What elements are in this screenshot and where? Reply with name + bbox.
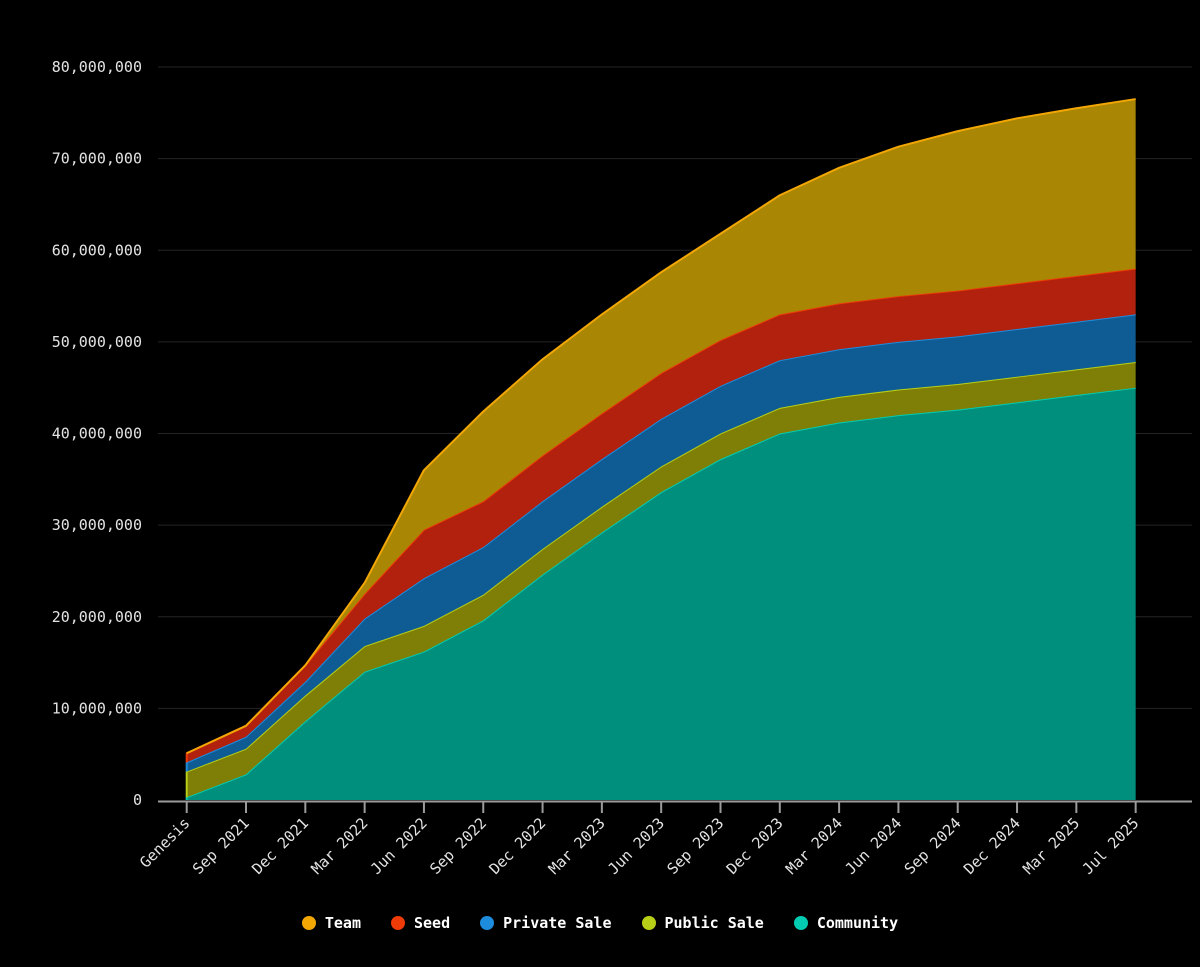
- y-tick-label: 80,000,000: [52, 58, 142, 76]
- area-seed[interactable]: [186, 268, 1136, 763]
- x-tick-label: Dec 2021: [248, 814, 312, 878]
- y-tick-label: 40,000,000: [52, 425, 142, 443]
- legend-label: Team: [324, 914, 361, 932]
- x-tick-label: Jun 2023: [604, 814, 668, 878]
- legend-dot-seed: [391, 916, 405, 930]
- legend-label: Public Sale: [664, 914, 764, 932]
- x-tick-label: Dec 2023: [723, 814, 787, 878]
- x-tick-label: Jun 2024: [841, 814, 905, 878]
- x-tick-label: Mar 2023: [545, 814, 609, 878]
- x-tick-label: Mar 2022: [308, 814, 372, 878]
- legend-dot-community: [793, 916, 808, 930]
- legend-label: Private Sale: [503, 914, 612, 932]
- y-tick-label: 30,000,000: [52, 516, 142, 534]
- area-community[interactable]: [186, 387, 1136, 800]
- area-private-sale[interactable]: [186, 314, 1136, 772]
- legend-label: Community: [816, 914, 899, 932]
- line-private-sale: [185, 313, 1136, 772]
- x-tick-label: Genesis: [136, 814, 193, 871]
- legend-label: Seed: [414, 914, 451, 932]
- legend-dot-team: [301, 916, 316, 930]
- y-tick-label: 0: [133, 791, 142, 809]
- legend-dot-private-sale: [480, 916, 495, 930]
- x-tick-label: Sep 2024: [901, 814, 965, 878]
- legend-item-team[interactable]: Team: [301, 914, 361, 932]
- chart-legend: Team Seed Private Sale Public Sale Community: [0, 914, 1200, 932]
- legend-item-seed[interactable]: Seed: [391, 914, 450, 932]
- x-tick-label: Sep 2021: [189, 814, 253, 878]
- x-tick-label: Sep 2022: [426, 814, 490, 878]
- legend-item-private-sale[interactable]: Private Sale: [480, 914, 612, 932]
- x-tick-label: Jul 2025: [1079, 814, 1143, 878]
- x-tick-label: Mar 2024: [782, 814, 846, 878]
- legend-item-community[interactable]: Community: [793, 914, 899, 932]
- y-tick-label: 10,000,000: [52, 699, 142, 717]
- y-tick-label: 70,000,000: [52, 150, 142, 168]
- y-tick-label: 20,000,000: [52, 608, 142, 626]
- line-team: [186, 98, 1136, 755]
- legend-item-public-sale[interactable]: Public Sale: [641, 914, 764, 932]
- x-tick-label: Mar 2025: [1019, 814, 1083, 878]
- legend-dot-public-sale: [641, 916, 656, 930]
- x-tick-label: Dec 2022: [486, 814, 550, 878]
- y-tick-label: 60,000,000: [52, 241, 142, 259]
- x-tick-label: Sep 2023: [664, 814, 728, 878]
- x-tick-label: Jun 2022: [367, 814, 431, 878]
- area-team[interactable]: [186, 99, 1136, 754]
- x-tick-label: Dec 2024: [960, 814, 1024, 878]
- y-tick-label: 50,000,000: [52, 333, 142, 351]
